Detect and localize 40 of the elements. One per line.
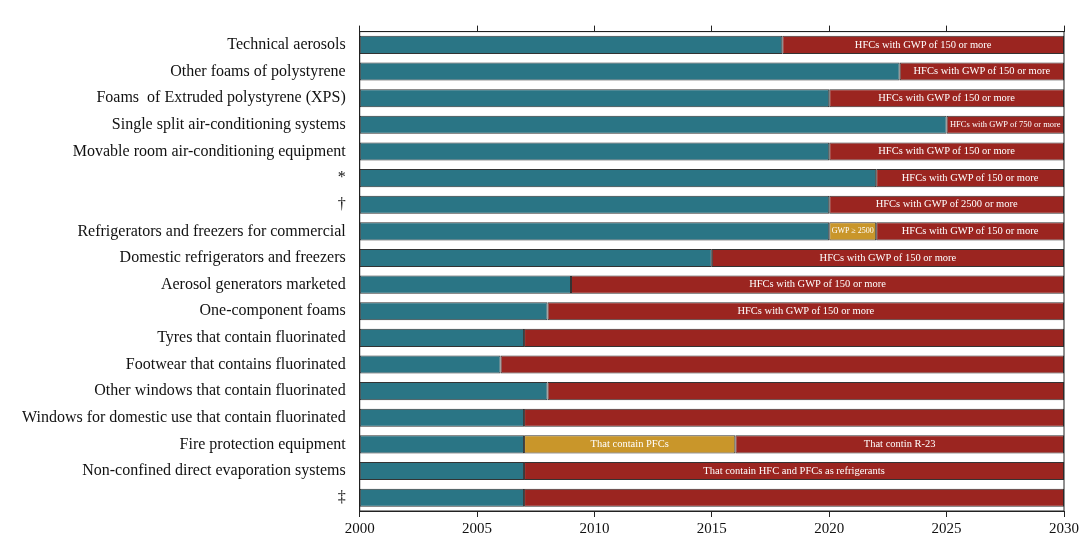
data-label: That contain HFC and PFCs as refrigerants xyxy=(703,464,885,476)
y-tick-label: Single split air-conditioning systems xyxy=(111,115,346,134)
y-tick-label: Technical aerosols xyxy=(227,35,346,53)
x-tick-label: 2025 xyxy=(931,519,962,536)
data-label: HFCs with GWP of 150 or more xyxy=(878,145,1016,157)
data-label: HFCs with GWP of 150 or more xyxy=(878,91,1016,103)
x-tick-label: 2000 xyxy=(344,519,375,536)
y-tick-label: * xyxy=(337,168,346,186)
x-tick-label: 2020 xyxy=(814,519,845,536)
x-tick-label: 2030 xyxy=(1049,519,1079,536)
data-label: HFCs with GWP of 2500 or more xyxy=(875,198,1018,210)
y-tick-label: Movable room air-conditioning equipment xyxy=(72,141,347,160)
data-label: GWP ≥ 2500 xyxy=(831,226,874,236)
y-tick-label: Other foams of polystyrene xyxy=(170,61,346,80)
y-tick-label: Foams of Extruded polystyrene (XPS) xyxy=(96,88,346,107)
data-label: HFCs with GWP of 150 or more xyxy=(749,278,887,290)
data-label: HFCs with GWP of 150 or more xyxy=(913,65,1051,77)
y-tick-label: Tyres that contain fluorinated xyxy=(157,328,346,347)
data-label: HFCs with GWP of 150 or more xyxy=(901,225,1039,237)
x-tick-label: 2010 xyxy=(579,519,610,536)
y-tick-label: One-component foams xyxy=(199,301,346,320)
y-tick-label: Fire protection equipment xyxy=(179,434,347,453)
y-tick-label: Aerosol generators marketed xyxy=(160,274,346,293)
data-label: HFCs with GWP of 150 or more xyxy=(819,251,957,263)
x-tick-label: 2005 xyxy=(462,519,493,536)
x-tick-label: 2015 xyxy=(696,519,727,536)
data-label: HFCs with GWP of 750 or more xyxy=(949,119,1061,130)
y-tick-label: Footwear that contains fluorinated xyxy=(125,354,346,372)
data-label: HFCs with GWP of 150 or more xyxy=(737,305,875,316)
data-label: HFCs with GWP of 150 or more xyxy=(854,38,992,50)
y-tick-label: Windows for domestic use that contain fluorinated xyxy=(22,407,346,425)
y-tick-label: Non-confined direct evaporation systems xyxy=(82,461,346,480)
y-tick-label: † xyxy=(337,194,346,212)
data-label: HFCs with GWP of 150 or more xyxy=(901,171,1039,183)
y-tick-label: Refrigerators and freezers for commercial xyxy=(77,221,347,240)
y-tick-label: Other windows that contain fluorinated xyxy=(94,381,346,399)
data-label: That contain PFCs xyxy=(590,438,669,450)
data-label: That contin R-23 xyxy=(863,438,936,450)
y-tick-label: ‡ xyxy=(337,487,346,505)
y-tick-label: Domestic refrigerators and freezers xyxy=(119,248,346,267)
